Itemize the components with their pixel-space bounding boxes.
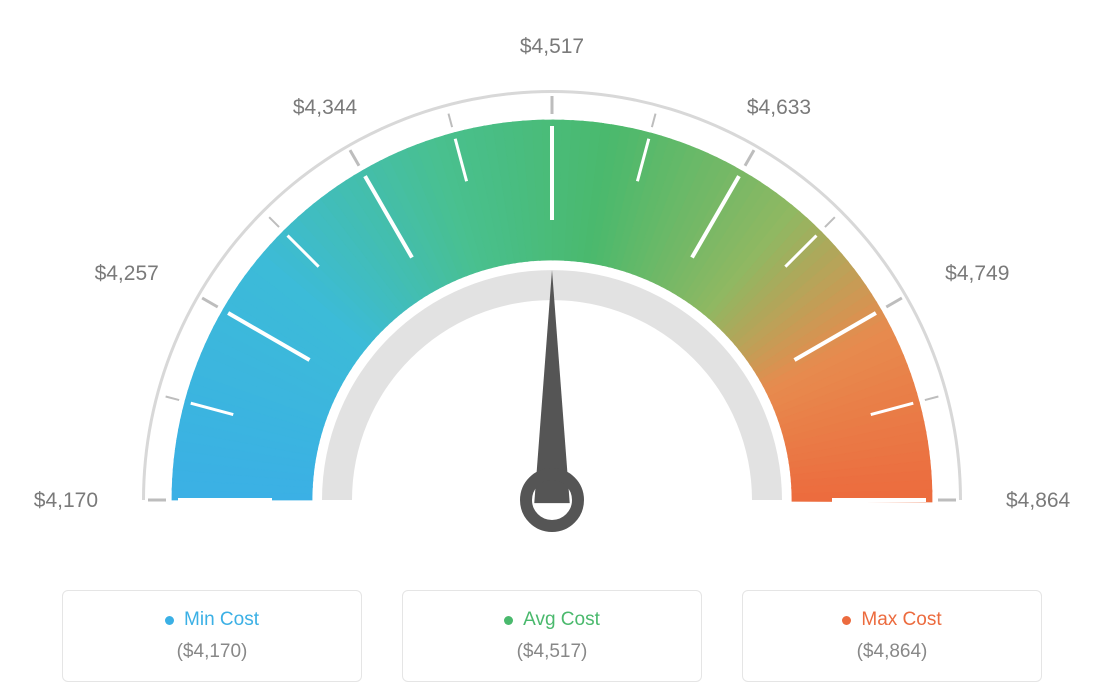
gauge-tick-label: $4,749 [945,262,1009,285]
gauge-tick-label: $4,864 [1006,489,1071,512]
gauge-tick-label: $4,344 [293,96,358,119]
gauge-tick-label: $4,257 [95,262,159,285]
legend-value-max: ($4,864) [767,641,1017,663]
gauge-chart: $4,170 $4,257 $4,344 $4,517 $4,633 $4,749 $4,8… [20,20,1084,560]
legend-card-max: Max Cost ($4,864) [742,590,1042,682]
legend-card-min: Min Cost ($4,170) [62,590,362,682]
legend-value-min: ($4,170) [87,641,337,663]
legend-label-avg: Avg Cost [523,609,600,631]
legend-label-max: Max Cost [861,609,941,631]
gauge-svg: $4,170 $4,257 $4,344 $4,517 $4,633 $4,749 $4,8… [20,20,1084,560]
legend-card-avg: Avg Cost ($4,517) [402,590,702,682]
gauge-tick-label: $4,517 [520,35,584,58]
legend-dot-avg [504,616,513,625]
legend-label-min: Min Cost [184,609,259,631]
legend-row: Min Cost ($4,170) Avg Cost ($4,517) Max … [20,590,1084,682]
legend-dot-min [165,616,174,625]
gauge-tick-label: $4,633 [747,96,811,119]
legend-dot-max [842,616,851,625]
gauge-tick-label: $4,170 [34,489,98,512]
legend-value-avg: ($4,517) [427,641,677,663]
